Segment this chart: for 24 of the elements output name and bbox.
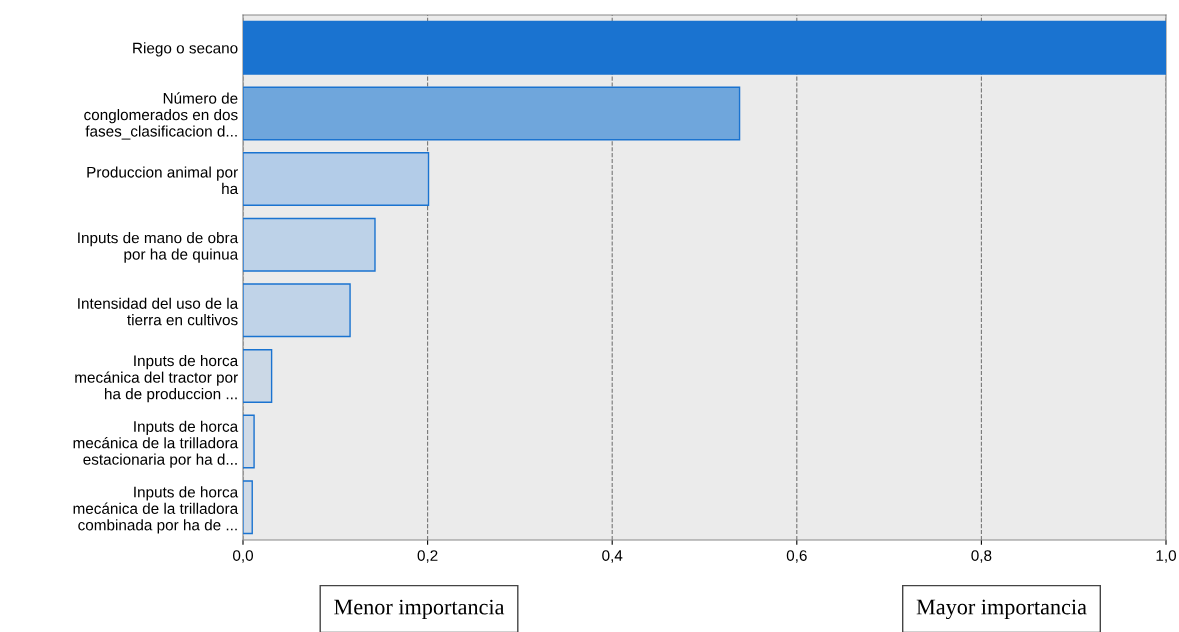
bar — [243, 414, 255, 469]
bar — [243, 217, 376, 272]
text: Menor importancia — [334, 599, 505, 620]
y-tick-label: Produccion animal por ha — [87, 166, 239, 195]
y-tick-label: Inputs de horca mecánica del tractor por ha de produccion ... — [75, 354, 239, 403]
y-tick-label: Inputs de horca mecánica de la trilladora combinada por ha de ... — [73, 486, 239, 534]
bar — [243, 20, 1166, 75]
x-tick-label: 0,4 — [602, 550, 623, 563]
bar — [243, 86, 741, 141]
bar — [243, 283, 351, 338]
x-tick-label: 0,6 — [786, 550, 807, 563]
y-tick-label: Intensidad del uso de la tierra en cultivos — [78, 297, 239, 326]
y-tick-label: Inputs de mano de obra por ha de quinua — [78, 232, 239, 263]
bar — [243, 480, 253, 535]
bar — [243, 152, 430, 207]
x-tick-label: 0,8 — [971, 550, 992, 563]
y-tick-label: Riego o secano — [133, 42, 238, 57]
y-tick-label: Número de conglomerados en dos fases_clasificacion d... — [84, 92, 238, 140]
bar — [243, 348, 273, 403]
x-tick-label: 1,0 — [1156, 550, 1177, 563]
text: Mayor importancia — [916, 599, 1087, 620]
y-tick-label: Inputs de horca mecánica de la trilladora estacionaria por ha d... — [73, 420, 239, 468]
x-tick-label: 0,0 — [232, 550, 254, 563]
x-tick-label: 0,2 — [417, 550, 438, 563]
